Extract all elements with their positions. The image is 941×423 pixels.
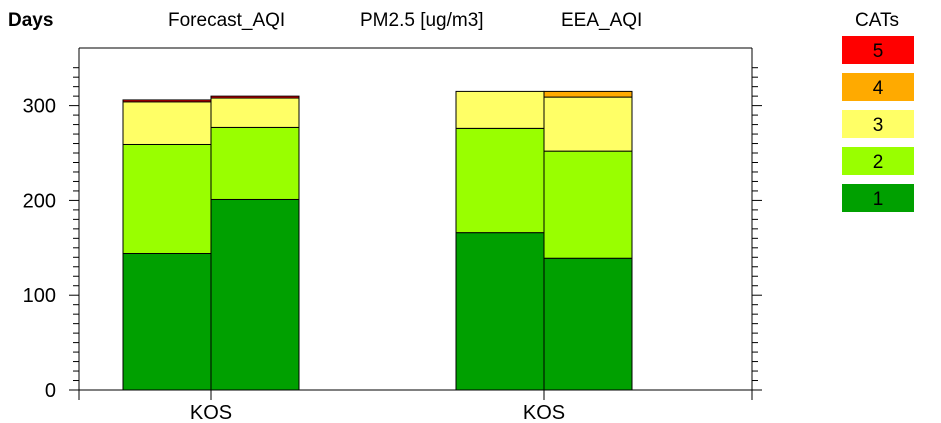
bar-segment-cat-1 (543, 257, 633, 391)
header-label-eea: EEA_AQI (561, 10, 642, 31)
header-label-pollutant: PM2.5 [ug/m3] (360, 10, 484, 31)
y-tick-label: 0 (45, 380, 56, 402)
legend-swatch-4 (842, 73, 914, 101)
bar-segment-cat-5 (122, 99, 212, 103)
axis-layer: 0 100 200 300 KOS KOS (23, 67, 762, 423)
y-tick-label: 300 (23, 96, 56, 118)
y-tick-label: 100 (23, 285, 56, 307)
legend-swatch-5 (842, 36, 914, 64)
bar-segment-cat-2 (210, 126, 300, 200)
bar-segment-cat-1 (455, 232, 545, 391)
bar-segment-cat-3 (455, 90, 545, 129)
x-tick-label: KOS (190, 402, 232, 423)
bar-segment-cat-3 (122, 101, 212, 145)
bar-segment-cat-1 (210, 198, 300, 391)
bar-segment-cat-3 (543, 96, 633, 152)
legend-label: 1 (873, 189, 884, 210)
legend-label: 2 (873, 152, 884, 173)
legend-swatch-1 (842, 184, 914, 212)
legend-swatch-3 (842, 110, 914, 138)
x-tick-label: KOS (523, 402, 565, 423)
y-axis-label: Days (8, 10, 53, 31)
bar-segment-cat-2 (122, 143, 212, 254)
bar-segment-cat-4 (543, 90, 633, 98)
legend-swatch-2 (842, 147, 914, 175)
header-label-forecast: Forecast_AQI (168, 10, 285, 31)
legend-label: 3 (873, 115, 884, 136)
bars-layer (122, 90, 633, 391)
bar-segment-cat-2 (543, 150, 633, 259)
bar-segment-cat-1 (122, 252, 212, 391)
legend: CATs 5 4 3 2 1 (842, 10, 914, 212)
bar-segment-cat-3 (210, 97, 300, 128)
legend-label: 4 (873, 78, 884, 99)
legend-title: CATs (855, 10, 899, 31)
bar-segment-cat-5 (210, 95, 300, 99)
legend-label: 5 (873, 41, 884, 62)
y-tick-label: 200 (23, 190, 56, 212)
bar-segment-cat-2 (455, 127, 545, 234)
